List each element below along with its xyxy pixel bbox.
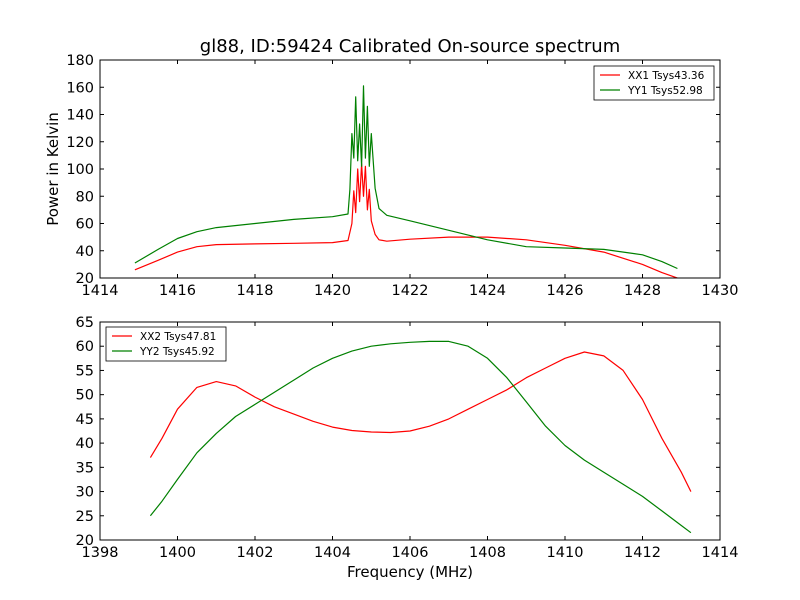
x-tick-label: 1428 <box>624 283 661 299</box>
y-tick-label: 60 <box>76 217 94 233</box>
x-tick-label: 1404 <box>314 545 351 561</box>
x-tick-label: 1398 <box>82 545 119 561</box>
x-tick-label: 1420 <box>314 283 351 299</box>
x-tick-label: 1412 <box>624 545 661 561</box>
legend: XX2 Tsys47.81 YY2 Tsys45.92 <box>105 326 227 362</box>
series-line-green <box>134 85 678 270</box>
x-tick-label: 1426 <box>547 283 584 299</box>
y-tick-label: 80 <box>76 189 94 205</box>
y-tick-label: 120 <box>66 135 94 151</box>
legend-label: XX1 Tsys43.36 <box>628 70 705 82</box>
legend: XX1 Tsys43.36 YY1 Tsys52.98 <box>593 65 715 101</box>
y-tick-label: 60 <box>76 339 94 355</box>
y-tick-label: 50 <box>76 388 94 404</box>
y-tick-label: 180 <box>66 53 94 69</box>
legend-label: YY1 Tsys52.98 <box>627 85 703 97</box>
legend-box <box>593 65 715 101</box>
series-line-green <box>149 340 692 534</box>
top-panel: 1414 1416 1418 1420 1422 1424 1426 1428 1430 20 40… <box>66 53 738 299</box>
y-tick-label: 30 <box>76 485 94 501</box>
y-tick-label: 25 <box>76 509 94 525</box>
series-line-red <box>134 163 680 278</box>
y-tick-label: 20 <box>76 271 94 287</box>
x-tick-label: 1408 <box>469 545 506 561</box>
x-tick-label: 1402 <box>237 545 274 561</box>
y-tick-label: 55 <box>76 363 94 379</box>
x-tick-label: 1414 <box>82 283 119 299</box>
legend-label: YY2 Tsys45.92 <box>139 346 215 358</box>
x-tick-label: 1422 <box>392 283 429 299</box>
y-tick-label: 45 <box>76 412 94 428</box>
x-tick-label: 1430 <box>702 283 739 299</box>
legend-box <box>105 326 227 362</box>
x-tick-label: 1424 <box>469 283 506 299</box>
series-line-red <box>149 351 692 492</box>
y-tick-label: 65 <box>76 315 94 331</box>
legend-label: XX2 Tsys47.81 <box>140 331 216 343</box>
x-tick-label: 1400 <box>159 545 196 561</box>
y-tick-label: 20 <box>76 533 94 549</box>
series-lines <box>149 340 692 534</box>
x-tick-label: 1414 <box>702 545 739 561</box>
y-tick-label: 40 <box>76 244 94 260</box>
x-tick-label: 1410 <box>547 545 584 561</box>
y-tick-label: 35 <box>76 460 94 476</box>
y-tick-label: 40 <box>76 436 94 452</box>
bottom-panel: 1398 1400 1402 1404 1406 1408 1410 1412 1414 20 25… <box>76 315 739 561</box>
top-y-axis-label: Power in Kelvin <box>44 112 62 226</box>
bottom-x-axis-label: Frequency (MHz) <box>347 563 473 581</box>
series-lines <box>134 85 680 278</box>
x-tick-label: 1416 <box>159 283 196 299</box>
x-tick-label: 1406 <box>392 545 429 561</box>
y-tick-label: 160 <box>66 80 94 96</box>
y-tick-label: 100 <box>66 162 94 178</box>
y-tick-label: 140 <box>66 108 94 124</box>
x-tick-label: 1418 <box>237 283 274 299</box>
chart-title: gl88, ID:59424 Calibrated On-source spec… <box>200 36 620 57</box>
